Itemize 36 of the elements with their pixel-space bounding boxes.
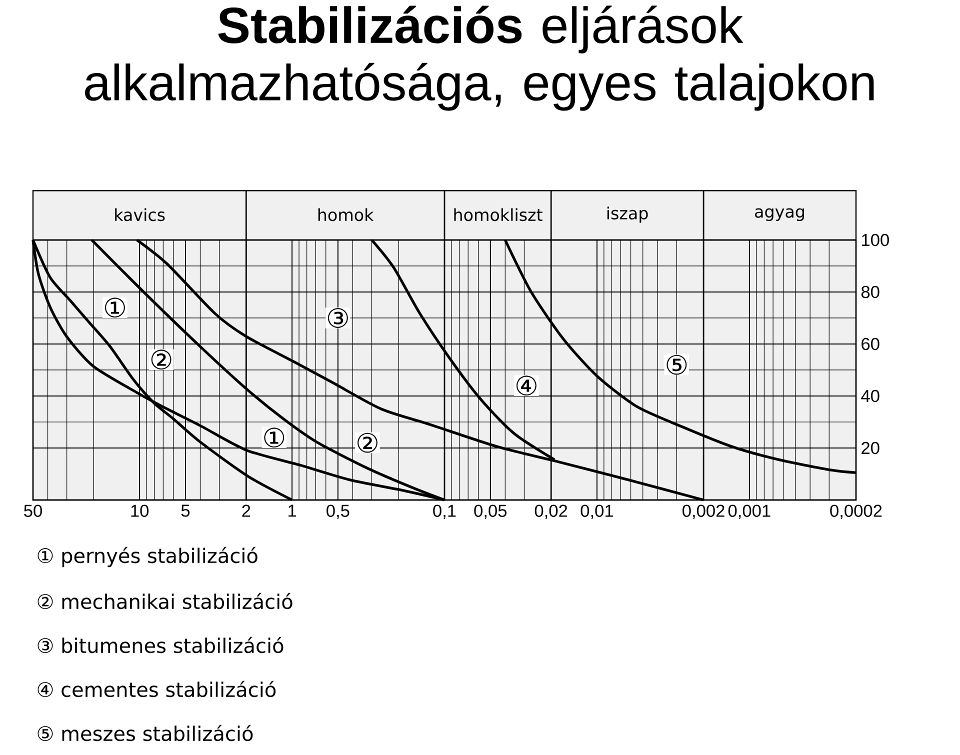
annotation: ② <box>358 432 378 453</box>
x-tick-label: 50 <box>24 504 42 517</box>
annotation: ② <box>151 350 172 370</box>
annotation: ⑤ <box>666 354 687 375</box>
y-tick-label: 80 <box>861 286 880 298</box>
text: ⑤ meszes stabilizáció <box>38 724 253 742</box>
annotation: ① <box>264 428 284 448</box>
x-tick-label: 0,02 <box>534 504 568 520</box>
x-tick-label: 10 <box>131 504 149 517</box>
x-tick-label: 0,0002 <box>830 504 882 520</box>
y-tick-label: 100 <box>862 234 889 246</box>
x-tick-label: 2 <box>242 504 250 517</box>
text: ④ cementes stabilizáció <box>38 680 276 698</box>
chart-title: Stabilizációs eljárások alkalmazhatósága, egyes talajokon <box>85 6 874 111</box>
x-tick-label: 0,1 <box>433 504 456 520</box>
x-tick-label: 0,001 <box>728 504 770 520</box>
band-label: kavics <box>115 208 165 222</box>
x-tick-label: 1 <box>288 504 296 517</box>
band-label: homok <box>318 208 374 222</box>
band-label: homokliszt <box>454 208 542 222</box>
x-tick-label: 0,5 <box>326 504 350 520</box>
y-tick-label: 60 <box>862 338 880 350</box>
y-tick-label: 20 <box>862 442 880 454</box>
annotation: ① <box>105 298 125 318</box>
y-tick-label: 40 <box>861 390 880 402</box>
band-label: iszap <box>607 206 648 223</box>
x-tick-label: 0,002 <box>682 504 724 520</box>
annotation: ④ <box>516 376 536 396</box>
band-label: agyag <box>755 208 804 222</box>
text: ③ bitumenes stabilizáció <box>38 636 284 654</box>
x-tick-label: 0,05 <box>474 504 507 520</box>
annotation: ③ <box>328 308 348 328</box>
x-tick-label: 0,01 <box>580 504 613 520</box>
x-tick-label: 5 <box>181 504 190 517</box>
text: ② mechanikai stabilizáció <box>38 592 292 610</box>
text: ① pernyés stabilizáció <box>38 546 258 568</box>
